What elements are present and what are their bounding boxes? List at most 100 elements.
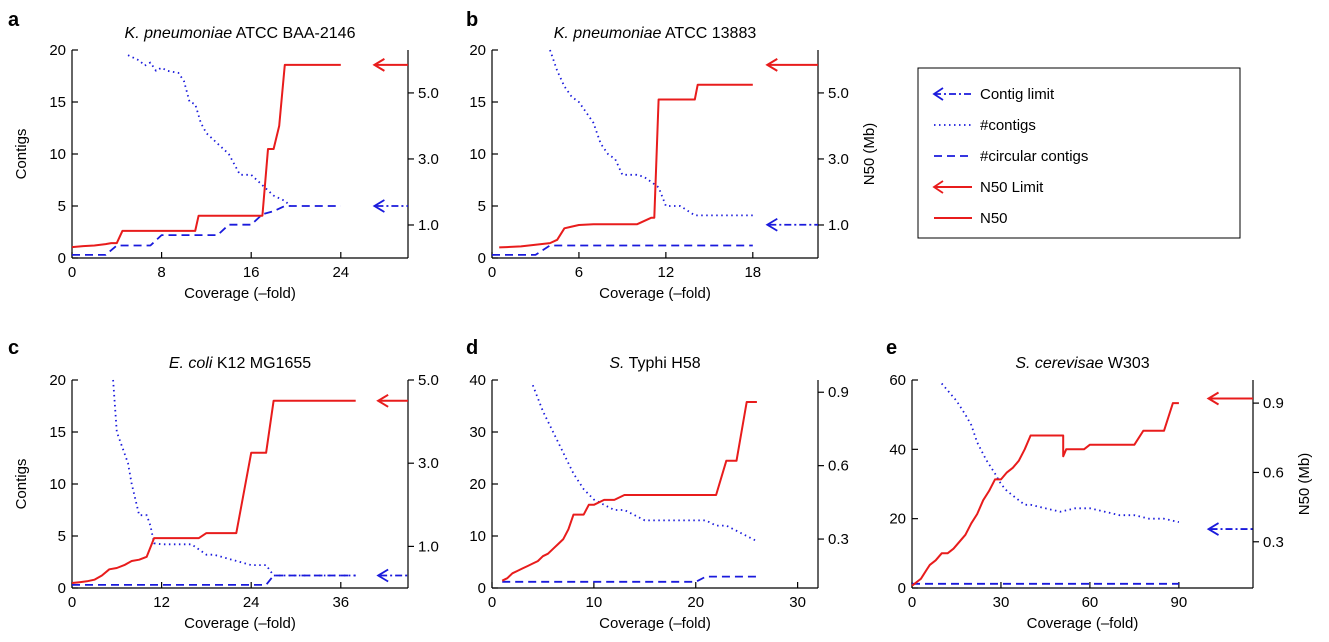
- x-tick-label: 6: [575, 264, 583, 281]
- y-tick-label: 20: [49, 372, 66, 389]
- y2-tick-label: 3.0: [418, 455, 439, 472]
- panel-e: e S. cerevisae W303 0 30 60 90 0 20 40 60 0.3 0.6 0.…: [886, 337, 1313, 632]
- contig-limit-arrowhead: [765, 217, 778, 232]
- y2-tick-label: 5.0: [828, 85, 849, 102]
- y-tick-label: 0: [58, 580, 66, 597]
- y-tick-label: 10: [49, 146, 66, 163]
- y-tick-label: 20: [889, 511, 906, 528]
- panel-letter: c: [8, 337, 19, 359]
- y2-tick-label: 5.0: [418, 372, 439, 389]
- x-tick-label: 24: [243, 594, 260, 611]
- x-tick-label: 12: [153, 594, 170, 611]
- series-contigs-line: [549, 49, 753, 217]
- y-tick-label: 0: [898, 580, 906, 597]
- y2-tick-label: 0.6: [1263, 464, 1284, 481]
- x-tick-label: 8: [157, 264, 165, 281]
- x-axis-label: Coverage (–fold): [599, 615, 711, 632]
- panel-letter: e: [886, 337, 897, 359]
- series-n50-line: [71, 399, 356, 584]
- series-n50-line: [911, 402, 1179, 587]
- panel-c: c E. coli K12 MG1655 0 12 24 36 0 5 10 15 20 1.0 3.0…: [8, 337, 439, 632]
- y2-tick-label: 0.9: [828, 384, 849, 401]
- panel-b: b K. pneumoniae ATCC 13883 0 6 12 18 0 5 10 15 20 1…: [466, 9, 878, 302]
- y-tick-label: 15: [469, 94, 486, 111]
- y-tick-label: 40: [889, 441, 906, 458]
- y2-tick-label: 5.0: [418, 85, 439, 102]
- legend-item: #contigs: [934, 117, 1036, 134]
- panel-title: S. cerevisae W303: [1015, 355, 1149, 372]
- x-axis-label: Coverage (–fold): [184, 615, 296, 632]
- legend-label: N50: [980, 210, 1008, 227]
- x-tick-label: 12: [658, 264, 675, 281]
- panel-letter: b: [466, 9, 478, 31]
- x-tick-label: 36: [332, 594, 349, 611]
- y-tick-label: 0: [58, 250, 66, 267]
- series-contigs-line: [112, 379, 356, 577]
- contig-limit-arrowhead: [376, 568, 389, 583]
- x-tick-label: 24: [332, 264, 349, 281]
- x-tick-label: 20: [687, 594, 704, 611]
- n50-limit-arrowhead: [372, 57, 385, 72]
- y-tick-label: 10: [469, 528, 486, 545]
- y-axis-label: Contigs: [13, 129, 30, 180]
- y2-axis-label: N50 (Mb): [1296, 453, 1313, 516]
- legend-item: N50: [934, 210, 1008, 227]
- y-tick-label: 20: [469, 476, 486, 493]
- y-tick-label: 5: [478, 198, 486, 215]
- panel-title: K. pneumoniae ATCC BAA-2146: [125, 25, 356, 42]
- n50-limit-arrowhead: [765, 57, 778, 72]
- series-circular-contigs-line: [72, 574, 356, 586]
- x-tick-label: 0: [68, 264, 76, 281]
- series-contigs-line: [127, 54, 292, 207]
- x-tick-label: 10: [586, 594, 603, 611]
- x-tick-label: 0: [488, 594, 496, 611]
- series-n50-line: [501, 401, 757, 582]
- series-n50-line: [71, 63, 341, 249]
- legend-item: N50 Limit: [932, 179, 1044, 196]
- x-tick-label: 90: [1171, 594, 1188, 611]
- y2-tick-label: 1.0: [418, 538, 439, 555]
- legend-label: N50 Limit: [980, 179, 1044, 196]
- series-contigs-line: [531, 384, 758, 543]
- y2-tick-label: 0.9: [1263, 395, 1284, 412]
- x-tick-label: 30: [789, 594, 806, 611]
- panel-d: d S. Typhi H58 0 10 20 30 0 10 20 30 40 0.3 0.6 0.9 Co…: [466, 337, 849, 632]
- n50-limit-arrowhead: [1206, 391, 1220, 406]
- x-tick-label: 0: [68, 594, 76, 611]
- y-tick-label: 20: [469, 42, 486, 59]
- x-tick-label: 0: [908, 594, 916, 611]
- legend-label: Contig limit: [980, 86, 1055, 103]
- panel-title: E. coli K12 MG1655: [169, 355, 311, 372]
- series-contigs-line: [941, 382, 1180, 523]
- y2-tick-label: 3.0: [828, 151, 849, 168]
- legend: Contig limit #contigs #circular contigs N50…: [917, 67, 1241, 239]
- legend-arrowhead: [932, 180, 944, 194]
- x-axis-label: Coverage (–fold): [599, 285, 711, 302]
- panel-a: a K. pneumoniae ATCC BAA-2146 0 8 16 24 0 5 10 15…: [8, 9, 439, 302]
- x-axis-label: Coverage (–fold): [184, 285, 296, 302]
- y-tick-label: 0: [478, 580, 486, 597]
- x-tick-label: 18: [744, 264, 761, 281]
- panel-letter: d: [466, 337, 478, 359]
- y-tick-label: 20: [49, 42, 66, 59]
- panel-title: S. Typhi H58: [609, 355, 700, 372]
- x-tick-label: 0: [488, 264, 496, 281]
- series-circular-contigs-line: [72, 205, 341, 256]
- y-tick-label: 15: [49, 424, 66, 441]
- legend-item: Contig limit: [932, 86, 1055, 103]
- contig-limit-arrowhead: [372, 199, 385, 213]
- y-tick-label: 5: [58, 528, 66, 545]
- legend-label: #contigs: [980, 117, 1036, 134]
- series-circular-contigs-line: [492, 244, 753, 256]
- y-axis-label: Contigs: [13, 459, 30, 510]
- y-tick-label: 5: [58, 198, 66, 215]
- legend-item: #circular contigs: [934, 148, 1088, 165]
- x-tick-label: 60: [1082, 594, 1099, 611]
- chart-panels: a K. pneumoniae ATCC BAA-2146 0 8 16 24 0 5 10 15…: [8, 9, 1313, 632]
- y-tick-label: 10: [469, 146, 486, 163]
- contig-limit-arrowhead: [1206, 522, 1219, 536]
- y2-tick-label: 1.0: [418, 217, 439, 234]
- y-tick-label: 10: [49, 476, 66, 493]
- y-tick-label: 15: [49, 94, 66, 111]
